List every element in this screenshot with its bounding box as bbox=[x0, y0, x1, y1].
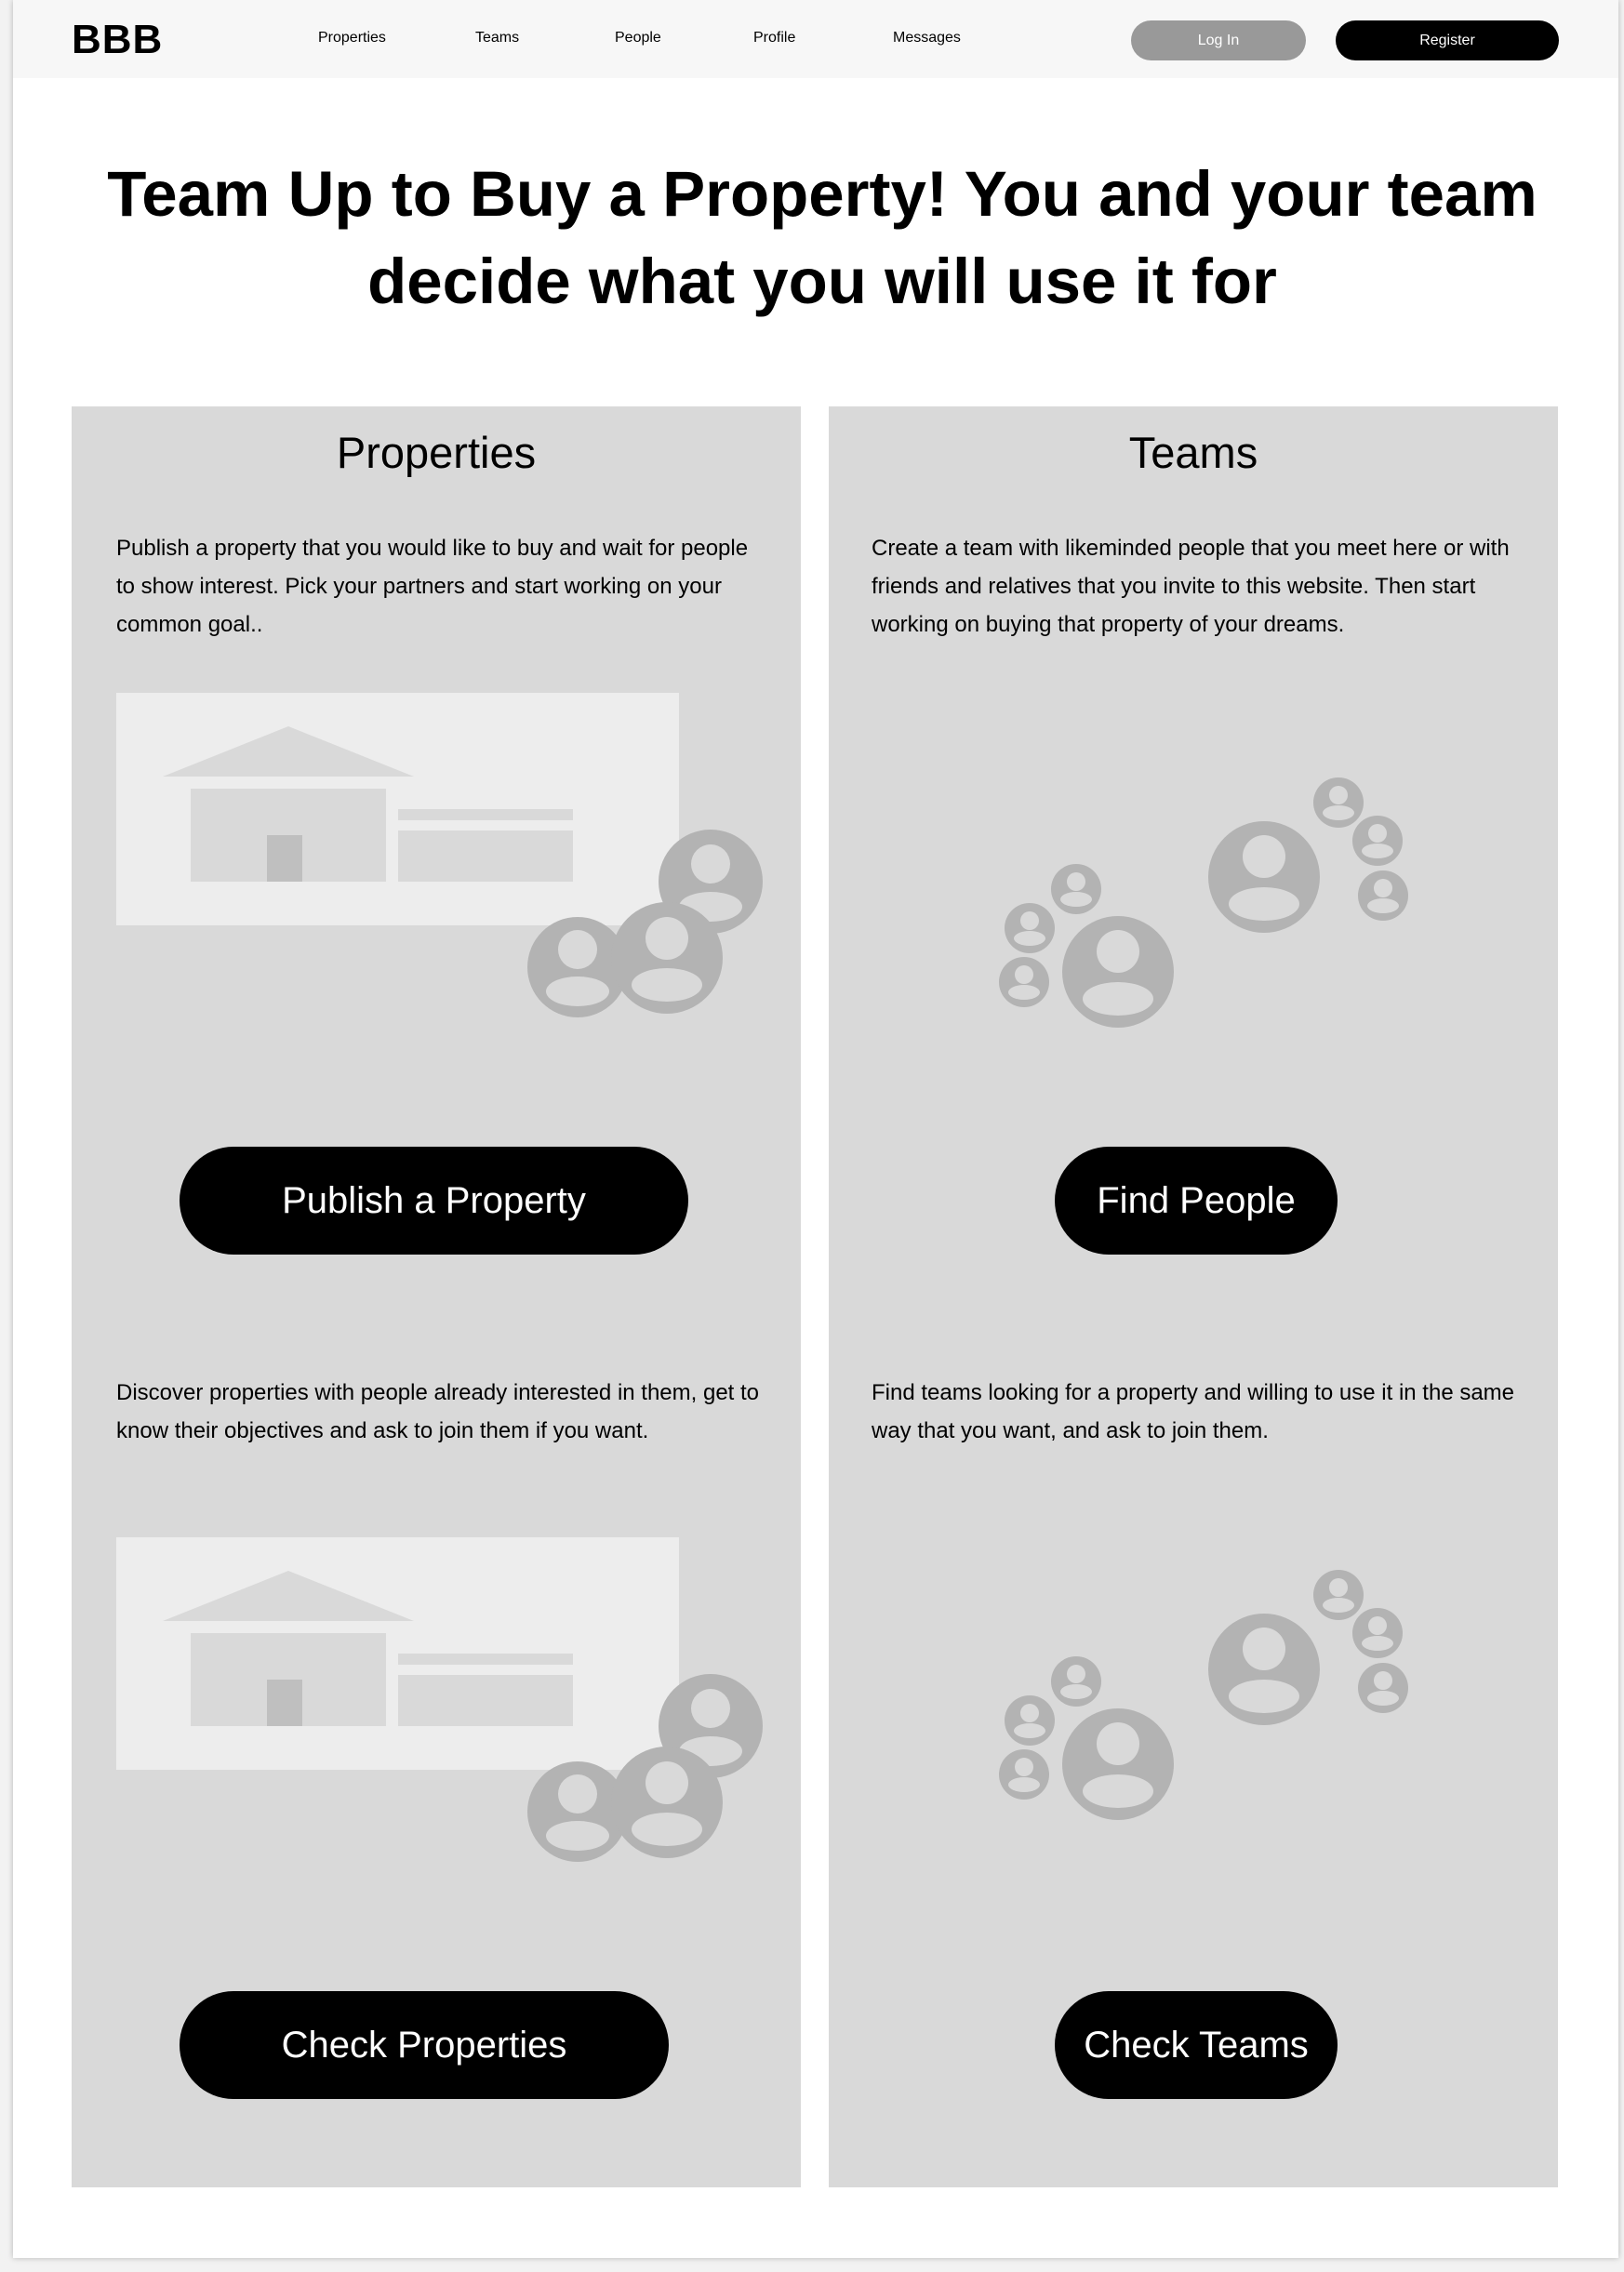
nav-messages[interactable]: Messages bbox=[893, 30, 961, 46]
logo[interactable]: BBB bbox=[72, 17, 164, 62]
top-navbar: BBB Properties Teams People Profile Mess… bbox=[13, 0, 1618, 78]
page: BBB Properties Teams People Profile Mess… bbox=[13, 0, 1618, 2258]
check-properties-button[interactable]: Check Properties bbox=[180, 1991, 669, 2099]
teams-title: Teams bbox=[1128, 428, 1258, 477]
house-with-people-icon bbox=[116, 1537, 763, 1862]
check-teams-description: Find teams looking for a property and wi… bbox=[872, 1380, 1515, 1443]
people-group-icon bbox=[999, 1570, 1408, 1820]
check-properties-description: Discover properties with people already … bbox=[116, 1380, 760, 1443]
create-team-description: Create a team with likeminded people tha… bbox=[872, 536, 1510, 637]
properties-title: Properties bbox=[336, 428, 537, 477]
nav-profile[interactable]: Profile bbox=[753, 30, 796, 46]
teams-panel: Teams Create a team with likeminded peop… bbox=[829, 406, 1558, 2187]
nav-properties[interactable]: Properties bbox=[318, 30, 386, 46]
hero-heading: Team Up to Buy a Property! You and your … bbox=[50, 151, 1594, 326]
hero-line-2: decide what you will use it for bbox=[367, 246, 1277, 317]
hero-line-1: Team Up to Buy a Property! You and your … bbox=[107, 158, 1537, 230]
properties-panel: Properties Publish a property that you w… bbox=[72, 406, 801, 2187]
nav-people[interactable]: People bbox=[615, 30, 661, 46]
people-group-icon bbox=[999, 777, 1408, 1028]
check-teams-button[interactable]: Check Teams bbox=[1055, 1991, 1338, 2099]
publish-description: Publish a property that you would like t… bbox=[116, 536, 749, 637]
register-button[interactable]: Register bbox=[1336, 20, 1559, 60]
publish-property-button[interactable]: Publish a Property bbox=[180, 1147, 688, 1255]
find-people-button[interactable]: Find People bbox=[1055, 1147, 1338, 1255]
house-with-people-icon bbox=[116, 693, 763, 1017]
nav-teams[interactable]: Teams bbox=[475, 30, 520, 46]
login-button[interactable]: Log In bbox=[1131, 20, 1306, 60]
